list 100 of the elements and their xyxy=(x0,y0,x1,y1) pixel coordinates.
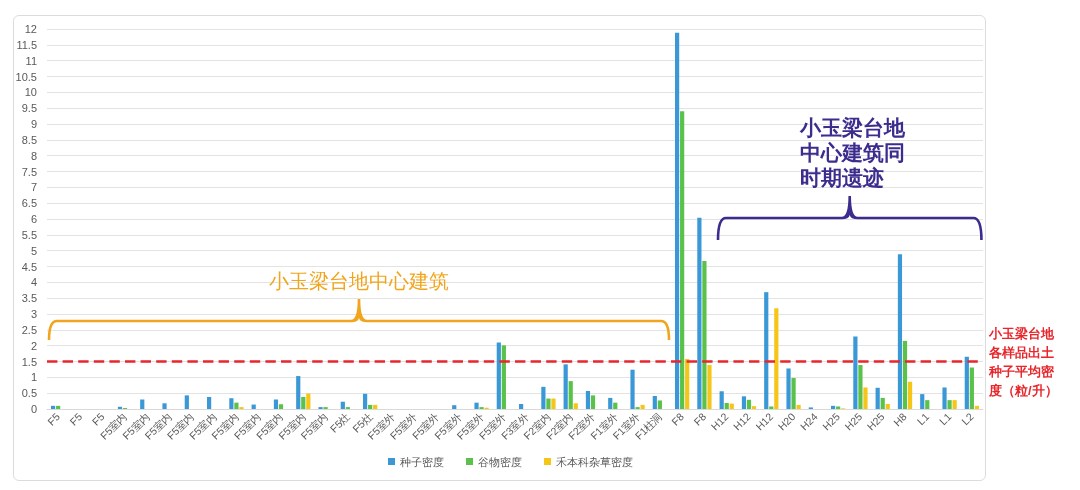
x-tick-label: F5灶 xyxy=(328,411,352,435)
bar xyxy=(719,391,724,409)
y-tick-label: 9.5 xyxy=(21,102,37,115)
y-tick-label: 3 xyxy=(30,308,37,320)
bar xyxy=(897,254,903,409)
x-tick-label: F8 xyxy=(669,411,687,428)
legend-label: 禾本科杂草密度 xyxy=(556,455,633,468)
y-tick-label: 9 xyxy=(30,118,37,130)
bar xyxy=(858,364,863,409)
bar xyxy=(229,398,234,409)
x-tick-label: L2 xyxy=(959,411,976,428)
bar xyxy=(853,336,858,409)
bar xyxy=(184,395,189,409)
x-tick-label: F5 xyxy=(45,411,63,428)
y-tick-label: 8.5 xyxy=(21,133,37,146)
bar xyxy=(885,403,890,409)
bar xyxy=(452,405,457,409)
bar xyxy=(551,398,556,409)
bar xyxy=(764,292,769,409)
bar xyxy=(301,396,306,409)
bar xyxy=(751,406,757,409)
y-tick-label: 11.5 xyxy=(16,38,37,51)
y-tick-label: 2.5 xyxy=(21,323,37,336)
bar xyxy=(234,402,239,409)
bar xyxy=(162,403,167,409)
x-tick-label: H8 xyxy=(891,410,910,429)
ref-line-label: 小玉梁台地各样品出土种子平均密度（粒/升） xyxy=(988,325,1058,398)
bar xyxy=(474,402,479,409)
bar xyxy=(947,400,952,409)
bar xyxy=(573,403,578,409)
bar xyxy=(278,404,284,409)
bar xyxy=(925,400,930,409)
bar xyxy=(140,399,145,409)
bar xyxy=(791,377,796,409)
y-tick-label: 7 xyxy=(30,181,37,194)
y-tick-label: 8 xyxy=(30,149,37,162)
bar xyxy=(608,397,613,409)
bar xyxy=(207,396,212,409)
bar xyxy=(836,406,841,409)
bar xyxy=(563,364,568,409)
bar xyxy=(920,394,925,409)
bar xyxy=(964,356,969,409)
legend-label: 种子密度 xyxy=(400,455,444,468)
y-tick-label: 1 xyxy=(30,371,37,384)
y-tick-label: 10 xyxy=(24,86,37,99)
x-tick-label: F5 xyxy=(90,411,107,428)
bar xyxy=(685,358,690,409)
x-tick-label: F5 xyxy=(67,411,85,428)
bar xyxy=(541,386,546,409)
bar xyxy=(969,367,974,409)
bar xyxy=(786,368,791,409)
bar xyxy=(902,340,908,409)
annotation: 小玉梁台地中心建筑 xyxy=(269,268,449,293)
bar xyxy=(373,404,378,409)
bar xyxy=(640,404,645,409)
bar xyxy=(585,390,591,409)
y-tick-label: 6.5 xyxy=(21,197,37,210)
bar xyxy=(880,397,885,409)
bar xyxy=(952,400,957,409)
bar xyxy=(630,369,635,409)
bar xyxy=(907,381,913,409)
annotation: 小玉梁台地中心建筑同时期遗迹 xyxy=(799,114,906,191)
y-tick-label: 1.5 xyxy=(21,355,37,368)
bar xyxy=(340,401,345,409)
bar xyxy=(590,395,596,409)
bar xyxy=(942,387,947,409)
bar xyxy=(796,404,801,409)
bar xyxy=(875,387,880,409)
bar xyxy=(519,403,524,409)
bar xyxy=(675,32,680,409)
y-tick-label: 3.5 xyxy=(21,292,37,305)
bar xyxy=(741,396,747,409)
y-tick-label: 0.5 xyxy=(21,387,37,400)
bar xyxy=(363,393,368,409)
bar xyxy=(501,345,506,409)
bar xyxy=(769,406,774,409)
y-tick-label: 11 xyxy=(25,54,37,67)
bar xyxy=(863,387,868,409)
y-tick-label: 12 xyxy=(24,23,37,35)
bar xyxy=(974,405,979,409)
bar xyxy=(56,405,61,409)
bar xyxy=(368,404,373,409)
x-tick-label: F8 xyxy=(691,411,709,428)
bar xyxy=(746,399,752,409)
bar xyxy=(652,396,657,409)
bar xyxy=(680,111,685,409)
bar xyxy=(831,405,836,409)
bar xyxy=(724,402,729,409)
legend-label: 谷物密度 xyxy=(478,455,522,468)
bar xyxy=(296,376,301,409)
y-tick-label: 0 xyxy=(30,403,37,415)
y-tick-label: 5 xyxy=(30,244,37,257)
bar xyxy=(273,399,279,409)
bar xyxy=(657,400,662,409)
x-tick-label: L1 xyxy=(937,411,954,428)
bar xyxy=(51,405,56,409)
x-tick-label: L1 xyxy=(915,411,932,428)
bar xyxy=(702,261,707,409)
y-tick-label: 7.5 xyxy=(21,165,37,178)
bar xyxy=(568,381,573,409)
